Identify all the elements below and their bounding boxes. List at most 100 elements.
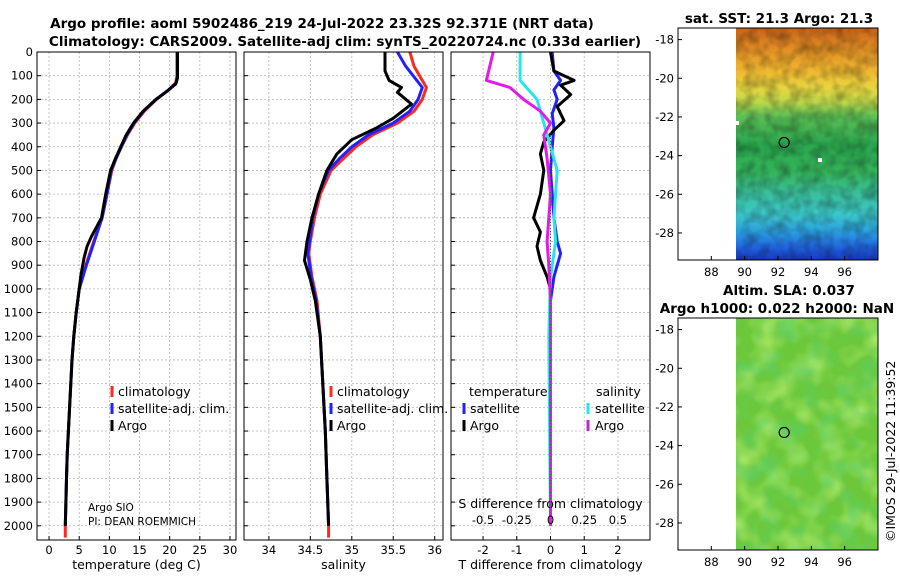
map-x-tick-label: 88 — [704, 555, 719, 569]
y-tick-label: 500 — [11, 163, 33, 177]
map-x-tick-label: 96 — [837, 555, 852, 569]
map-y-tick-label: -22 — [655, 110, 674, 124]
y-tick-label: 1700 — [4, 448, 33, 462]
map-x-tick-label: 92 — [771, 555, 786, 569]
x-tick-label: 34 — [262, 543, 277, 557]
legend-label-climatology: climatology — [337, 384, 410, 399]
y-tick-label: 200 — [11, 92, 33, 106]
map-y-tick-label: -18 — [655, 33, 674, 47]
y-tick-label: 1300 — [4, 353, 33, 367]
x-tick-label: 15 — [132, 543, 147, 557]
y-tick-label: 600 — [11, 187, 33, 201]
legend-header-salinity: salinity — [596, 384, 641, 399]
y-tick-label: 0 — [26, 45, 33, 59]
sla-map-title-line2: Argo h1000: 0.022 h2000: NaN — [660, 301, 894, 317]
x2-axis-label: S difference from climatology — [458, 496, 643, 511]
x2-tick-label: 0.5 — [609, 513, 627, 527]
y-tick-label: 900 — [11, 258, 33, 272]
y-tick-label: 1400 — [4, 377, 33, 391]
x-tick-label: -2 — [477, 543, 488, 557]
sla-map-image — [736, 318, 878, 550]
map-frame — [677, 27, 879, 261]
x-tick-label: 5 — [76, 543, 83, 557]
sla-map-axes: 88 90 92 94 96 -18 -20 -22 -24 -26 -28 — [655, 317, 879, 569]
x-tick-label: 30 — [223, 543, 238, 557]
map-y-tick-label: -22 — [655, 400, 674, 414]
temperature-panel: 0 5 10 15 20 25 30 temperature (deg C) 0 100 200 30… — [4, 45, 238, 572]
map-x-tick-label: 94 — [804, 265, 819, 279]
sst-missing-pixel — [736, 121, 739, 125]
y-tick-label: 400 — [11, 140, 33, 154]
sst-texture — [736, 28, 878, 260]
axis-frame — [243, 51, 444, 541]
salinity-panel: 34 34.5 35 35.5 36 salinity — [243, 51, 444, 572]
y-tick-label: 1200 — [4, 329, 33, 343]
y-tick-label: 1000 — [4, 282, 33, 296]
x-tick-label: 34.5 — [298, 543, 324, 557]
sla-low-patches — [736, 318, 878, 550]
map-y-tick-label: -18 — [655, 323, 674, 337]
y-tick-label: 1600 — [4, 424, 33, 438]
map-y-tick-label: -26 — [655, 187, 674, 201]
map-y-tick-label: -28 — [655, 516, 674, 530]
map-y-tick-label: -26 — [655, 477, 674, 491]
sst-missing-pixel — [818, 158, 822, 162]
x-tick-label: 10 — [102, 543, 117, 557]
map-y-tick-label: -28 — [655, 226, 674, 240]
series-argo — [303, 52, 413, 526]
legend-header-temperature: temperature — [469, 384, 548, 399]
map-x-tick-label: 94 — [804, 555, 819, 569]
axis-frame — [36, 51, 237, 541]
series-argo-t — [532, 51, 576, 526]
x2-tick-label: -0.5 — [472, 513, 494, 527]
map-x-tick-label: 96 — [837, 265, 852, 279]
sla-map-title-line1: Altim. SLA: 0.037 — [723, 283, 855, 299]
sst-map-axes: 88 90 92 94 96 -18 -20 -22 -24 -26 -28 — [655, 27, 879, 279]
map-y-tick-label: -20 — [655, 71, 674, 85]
x2-tick-label: -0.25 — [502, 513, 532, 527]
map-x-tick-label: 88 — [704, 265, 719, 279]
legend-label-argo: Argo — [337, 418, 366, 433]
x-axis-label: salinity — [321, 557, 366, 572]
y-tick-label: 700 — [11, 211, 33, 225]
argo-position-marker — [778, 426, 790, 439]
plot-area — [244, 52, 443, 540]
x-tick-label: 0 — [45, 543, 52, 557]
legend-label-sat-t: satellite — [470, 401, 520, 416]
credit-pi: PI: DEAN ROEMMICH — [88, 516, 196, 528]
map-x-tick-label: 90 — [737, 265, 752, 279]
y-tick-label: 1100 — [4, 306, 33, 320]
difference-legend: temperature salinity satellite Argo sate… — [462, 384, 645, 433]
y-tick-label: 1500 — [4, 400, 33, 414]
footer-stamp: ©IMOS 29-Jul-2022 11:39:52 — [883, 361, 898, 542]
legend-label-argo-t: Argo — [470, 418, 499, 433]
series-argo-s — [484, 51, 552, 526]
series-argo — [63, 52, 179, 526]
x-axis-label: temperature (deg C) — [72, 557, 201, 572]
series-satellite-t — [549, 51, 563, 526]
y-tick-label: 2000 — [4, 519, 33, 533]
y-tick-label: 800 — [11, 235, 33, 249]
argo-position-marker — [778, 136, 790, 149]
temperature-legend: climatology satellite-adj. clim. Argo — [110, 384, 229, 433]
sst-map-title: sat. SST: 21.3 Argo: 21.3 — [685, 11, 873, 27]
x-tick-label: -1 — [511, 543, 522, 557]
x-tick-label: 1 — [581, 543, 588, 557]
legend-label-argo-s: Argo — [595, 418, 624, 433]
map-x-tick-label: 90 — [737, 555, 752, 569]
x-tick-label: 25 — [192, 543, 207, 557]
x-tick-label: 35.5 — [380, 543, 406, 557]
x-tick-label: 35 — [344, 543, 359, 557]
credit-institution: Argo SIO — [88, 502, 134, 514]
legend-label-satellite: satellite-adj. clim. — [337, 401, 448, 416]
x-axis-label: T difference from climatology — [457, 557, 643, 572]
map-x-tick-label: 92 — [771, 265, 786, 279]
x2-tick-label: 0 — [547, 513, 554, 527]
x-tick-label: 2 — [614, 543, 621, 557]
salinity-legend: climatology satellite-adj. clim. Argo — [329, 384, 448, 433]
difference-panel: -2 -1 0 1 2T difference from climatology -0.5… — [450, 51, 651, 572]
x-tick-label: 0 — [547, 543, 554, 557]
y-tick-label: 1800 — [4, 471, 33, 485]
y-tick-label: 1900 — [4, 495, 33, 509]
map-y-tick-label: -24 — [655, 149, 674, 163]
